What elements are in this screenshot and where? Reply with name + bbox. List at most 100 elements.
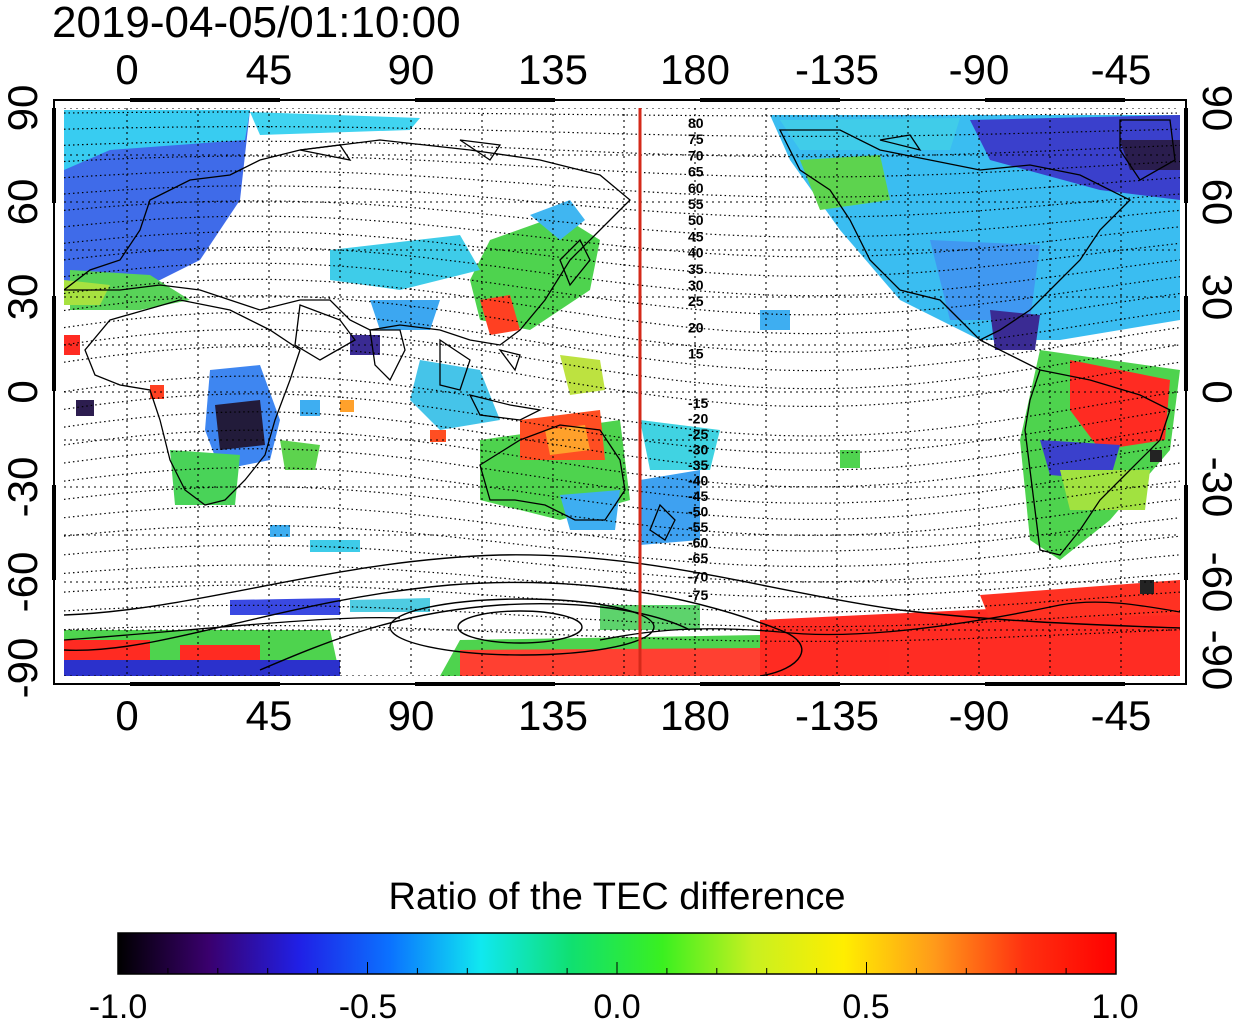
lat-tick-left: 30	[0, 274, 46, 321]
contour-label: -15	[688, 395, 708, 411]
lon-tick-top: -90	[949, 46, 1010, 93]
polar-contours	[64, 554, 1180, 676]
contour-label: -20	[688, 411, 708, 427]
coast-south-america	[1024, 369, 1171, 556]
contour-line	[64, 544, 1180, 583]
lat-tick-left: 90	[0, 85, 46, 132]
coast-arctic-islands	[299, 134, 922, 161]
contour-label: 60	[688, 180, 704, 196]
magnetic-contours	[64, 111, 1180, 642]
contour-line	[64, 155, 1180, 178]
contour-label: -30	[688, 442, 708, 458]
contour-label: 20	[688, 319, 704, 335]
contour-label: -35	[688, 457, 708, 473]
lat-tick-left: -30	[0, 457, 46, 518]
contour-label: 30	[688, 277, 704, 293]
contour-label: 80	[688, 115, 704, 131]
contour-line	[64, 111, 1180, 117]
lat-tick-right: 60	[1194, 179, 1240, 226]
lat-axis-right: 90 60 30 0 -30 -60 -90	[1194, 85, 1240, 691]
colorbar-tick-label: -0.5	[339, 988, 398, 1024]
colorbar-tick-label: 1.0	[1091, 988, 1138, 1024]
lon-tick-bottom: -135	[795, 692, 879, 739]
contour-label: 50	[688, 212, 704, 228]
contour-line	[64, 604, 1180, 628]
lat-axis-left: 90 60 30 0 -30 -60 -90	[0, 85, 46, 699]
contour-line	[64, 170, 1180, 198]
contour-line	[64, 584, 1180, 613]
coast-arabia	[294, 304, 356, 361]
lon-tick-top: 45	[246, 46, 293, 93]
lat-tick-right: -60	[1194, 552, 1240, 613]
coast-japan	[559, 238, 591, 287]
coastlines	[64, 119, 1180, 641]
coast-antarctica	[64, 601, 1180, 641]
colorbar-title: Ratio of the TEC difference	[389, 876, 846, 918]
contour-line	[64, 564, 1180, 598]
coast-europe	[64, 139, 631, 346]
lat-tick-right: -90	[1194, 630, 1240, 691]
colorbar-ticks: -1.0 -0.5 0.0 0.5 1.0	[89, 988, 1139, 1024]
contour-line	[64, 200, 1180, 238]
tec-patch-europe	[64, 110, 250, 300]
coast-central-america	[979, 339, 1041, 371]
lon-axis-bottom: 0 45 90 135 180 -135 -90 -45	[115, 692, 1151, 739]
contour-label: -40	[688, 473, 708, 489]
contour-label: -65	[688, 550, 708, 566]
lat-tick-left: 60	[0, 179, 46, 226]
colorbar-tick-label: -1.0	[89, 988, 148, 1024]
coast-australia	[479, 424, 626, 521]
colorbar-tick-label: 0.5	[842, 988, 889, 1024]
contour-line	[64, 185, 1180, 218]
lon-tick-bottom: 90	[388, 692, 435, 739]
lon-tick-bottom: 180	[660, 692, 730, 739]
lon-tick-top: 0	[115, 46, 138, 93]
contour-label: -70	[688, 569, 708, 585]
contour-label: 40	[688, 245, 704, 261]
coast-greenland	[1119, 119, 1176, 181]
contour-line	[64, 524, 1180, 568]
lon-axis-top: 0 45 90 135 180 -135 -90 -45	[115, 46, 1151, 93]
contour-label: 45	[688, 228, 704, 244]
contour-line	[64, 140, 1180, 158]
contour-label: -75	[688, 587, 708, 603]
lat-tick-left: -90	[0, 638, 46, 699]
axis-bars	[52, 98, 1188, 686]
contour-label: 15	[688, 346, 704, 362]
contour-label: 65	[688, 164, 704, 180]
lon-tick-bottom: -90	[949, 692, 1010, 739]
colorbar-tick-marks	[167, 962, 1067, 974]
coast-india	[369, 329, 406, 382]
lon-tick-top: -45	[1091, 46, 1152, 93]
lon-tick-top: 90	[388, 46, 435, 93]
contour-label: 35	[688, 261, 704, 277]
colorbar-tick-label: 0.0	[593, 988, 640, 1024]
contour-label: 55	[688, 196, 704, 212]
contour-label: 70	[688, 147, 704, 163]
lon-tick-bottom: 0	[115, 692, 138, 739]
contour-label: 25	[688, 293, 704, 309]
lon-tick-top: 180	[660, 46, 730, 93]
lon-tick-top: 135	[518, 46, 588, 93]
contour-label: -60	[688, 535, 708, 551]
contour-label: -55	[688, 519, 708, 535]
contour-line	[64, 215, 1180, 258]
contour-line	[64, 126, 1180, 137]
coast-north-america	[778, 129, 1132, 341]
contour-line	[64, 624, 1180, 642]
lat-tick-right: 90	[1194, 85, 1240, 132]
coast-new-zealand	[649, 503, 676, 541]
coast-se-asia	[439, 338, 543, 421]
lat-tick-right: 0	[1194, 380, 1240, 403]
contour-label: -50	[688, 504, 708, 520]
timestamp-title: 2019-04-05/01:10:00	[52, 0, 461, 47]
lon-tick-top: -135	[795, 46, 879, 93]
lon-tick-bottom: 45	[246, 692, 293, 739]
contour-label: 75	[688, 131, 704, 147]
coast-africa	[84, 299, 301, 506]
contour-label: -25	[688, 426, 708, 442]
contour-label: -45	[688, 488, 708, 504]
lat-tick-right: -30	[1194, 457, 1240, 518]
